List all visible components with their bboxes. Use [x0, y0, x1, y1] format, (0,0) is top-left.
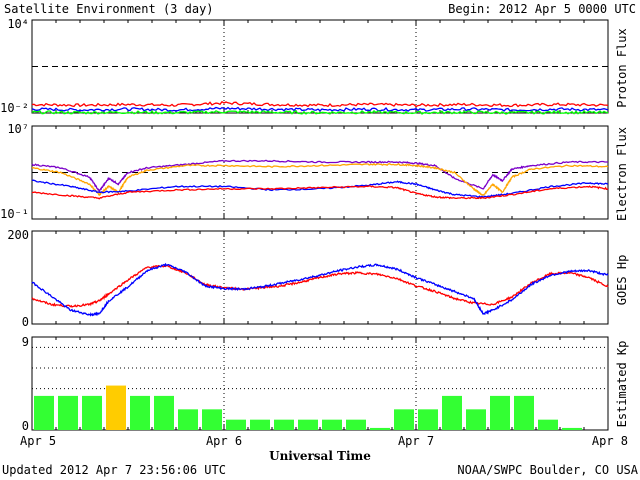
proton-ytick-top: 10⁴: [7, 17, 29, 31]
kp-bar: [322, 419, 342, 430]
kp-bar: [418, 409, 438, 430]
electron-flux-label: Electron Flux: [615, 127, 629, 221]
credit: NOAA/SWPC Boulder, CO USA: [457, 463, 638, 477]
kp-ytick-top: 9: [22, 335, 29, 349]
electron-flux-series-purple: [31, 159, 608, 192]
goes-hp-series-blue: [31, 262, 609, 317]
xtick-apr5: Apr 5: [20, 434, 56, 448]
kp-bar: [466, 409, 486, 430]
begin-time: Begin: 2012 Apr 5 0000 UTC: [448, 2, 636, 16]
xtick-apr7: Apr 7: [398, 434, 434, 448]
x-axis-title: Universal Time: [269, 449, 371, 463]
hp-ytick-bottom: 0: [22, 315, 29, 329]
kp-bar: [154, 395, 174, 430]
kp-bar: [250, 419, 270, 430]
electron-flux-series-blue: [31, 179, 609, 199]
proton-flux-series-red: [31, 100, 609, 108]
proton-ytick-bottom: 10⁻²: [0, 101, 29, 115]
proton-flux-frame: [31, 19, 609, 114]
kp-bar: [394, 409, 414, 430]
kp-ytick-bottom: 0: [22, 419, 29, 433]
kp-bar: [490, 395, 510, 430]
kp-bar: [562, 427, 582, 430]
chart-marks: [31, 66, 609, 430]
electron-flux-series-orange: [31, 162, 609, 197]
updated-timestamp: Updated 2012 Apr 7 23:56:06 UTC: [2, 463, 226, 477]
xtick-apr8: Apr 8: [592, 434, 628, 448]
goes-hp-label: GOES Hp: [615, 255, 629, 306]
kp-bar: [346, 419, 366, 430]
kp-bar: [514, 395, 534, 430]
kp-bar: [178, 409, 198, 430]
kp-bar: [82, 395, 102, 430]
kp-bar: [274, 419, 294, 430]
electron-ytick-top: 10⁷: [7, 122, 29, 136]
estimated-kp-label: Estimated Kp: [615, 341, 629, 428]
kp-bar: [298, 419, 318, 430]
hp-ytick-top: 200: [7, 228, 29, 242]
electron-flux-series-red: [31, 185, 609, 200]
xtick-apr6: Apr 6: [206, 434, 242, 448]
kp-bar: [538, 419, 558, 430]
goes-hp-series-red: [31, 264, 609, 308]
kp-bar: [202, 409, 222, 430]
chart-title: Satellite Environment (3 day): [4, 2, 214, 16]
kp-bar: [226, 419, 246, 430]
kp-bar: [370, 427, 390, 430]
proton-flux-series-blue: [31, 106, 609, 112]
kp-bar: [442, 395, 462, 430]
kp-bar: [130, 395, 150, 430]
proton-flux-label: Proton Flux: [615, 28, 629, 107]
kp-bar: [34, 395, 54, 430]
kp-bar: [58, 395, 78, 430]
kp-bar: [106, 385, 126, 430]
proton-flux-series-green: [31, 110, 609, 115]
electron-ytick-bottom: 10⁻¹: [0, 207, 29, 221]
